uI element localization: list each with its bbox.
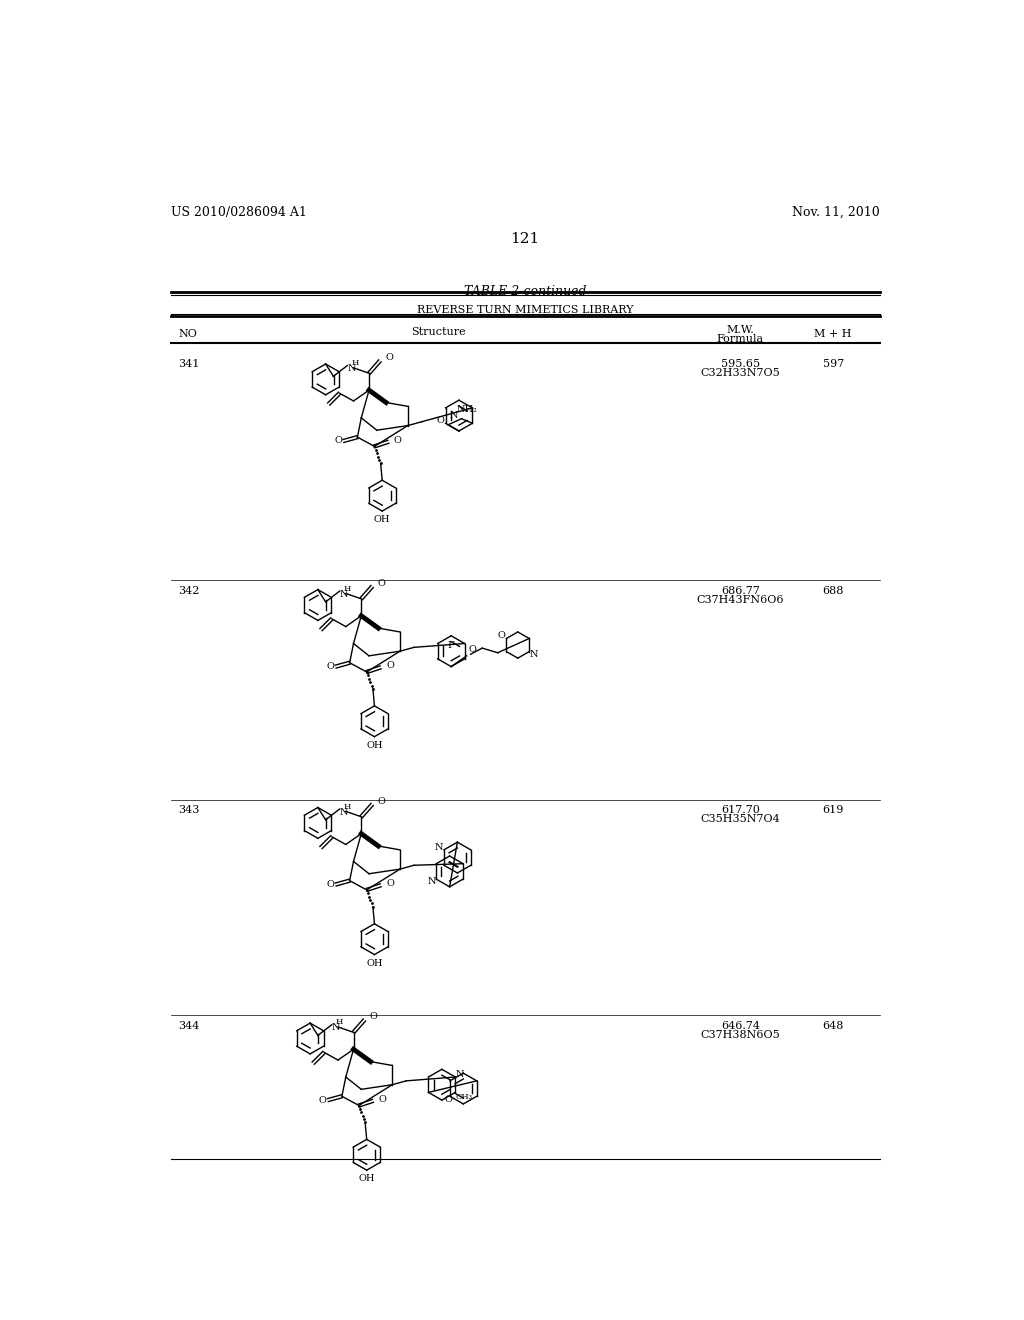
Text: 617.70: 617.70 [721,805,760,816]
Text: 648: 648 [822,1020,844,1031]
Text: C32H33N7O5: C32H33N7O5 [700,368,780,378]
Text: 646.74: 646.74 [721,1020,760,1031]
Text: OH: OH [358,1175,375,1183]
Text: O: O [444,1094,453,1104]
Text: N: N [450,411,458,420]
Text: Formula: Formula [717,334,764,345]
Text: OH: OH [367,741,383,750]
Text: Nov. 11, 2010: Nov. 11, 2010 [792,206,880,219]
Text: 121: 121 [510,232,540,247]
Text: C37H38N6O5: C37H38N6O5 [700,1030,780,1040]
Text: H: H [343,803,351,810]
Text: N: N [347,364,355,374]
Text: O: O [370,1012,378,1022]
Text: O: O [386,661,394,671]
Text: O: O [327,663,334,671]
Text: 688: 688 [822,586,844,595]
Text: O: O [334,437,342,445]
Text: C37H43FN6O6: C37H43FN6O6 [696,595,784,605]
Text: O: O [327,880,334,888]
Text: H: H [336,1018,343,1027]
Text: US 2010/0286094 A1: US 2010/0286094 A1 [171,206,306,219]
Text: TABLE 2-continued: TABLE 2-continued [464,285,586,298]
Text: N: N [340,590,348,599]
Text: F: F [447,640,455,649]
Text: N: N [427,878,436,886]
Text: O: O [468,645,476,655]
Text: 619: 619 [822,805,844,816]
Text: O: O [394,436,401,445]
Text: N: N [435,842,443,851]
Text: M + H: M + H [814,330,852,339]
Text: 343: 343 [178,805,200,816]
Text: N: N [332,1023,340,1032]
Text: Structure: Structure [411,327,465,337]
Text: O: O [436,416,444,425]
Text: OH: OH [367,958,383,968]
Text: NH₂: NH₂ [457,405,477,414]
Text: REVERSE TURN MIMETICS LIBRARY: REVERSE TURN MIMETICS LIBRARY [417,305,633,315]
Text: CH₃: CH₃ [456,1093,472,1101]
Text: N: N [529,649,539,659]
Text: 341: 341 [178,359,200,368]
Text: N: N [456,1069,464,1078]
Text: H: H [351,359,358,367]
Text: C35H35N7O4: C35H35N7O4 [700,814,780,825]
Text: M.W.: M.W. [726,325,754,335]
Text: O: O [498,631,506,640]
Text: OH: OH [374,515,390,524]
Text: O: O [385,354,393,362]
Text: H: H [343,585,351,593]
Text: NO: NO [178,330,198,339]
Text: O: O [378,797,385,805]
Text: N: N [340,808,348,817]
Text: 595.65: 595.65 [721,359,760,368]
Text: O: O [378,1094,386,1104]
Text: 686.77: 686.77 [721,586,760,595]
Text: O: O [386,879,394,888]
Text: 597: 597 [822,359,844,368]
Text: 342: 342 [178,586,200,595]
Text: O: O [378,579,385,587]
Text: O: O [318,1096,327,1105]
Text: 344: 344 [178,1020,200,1031]
